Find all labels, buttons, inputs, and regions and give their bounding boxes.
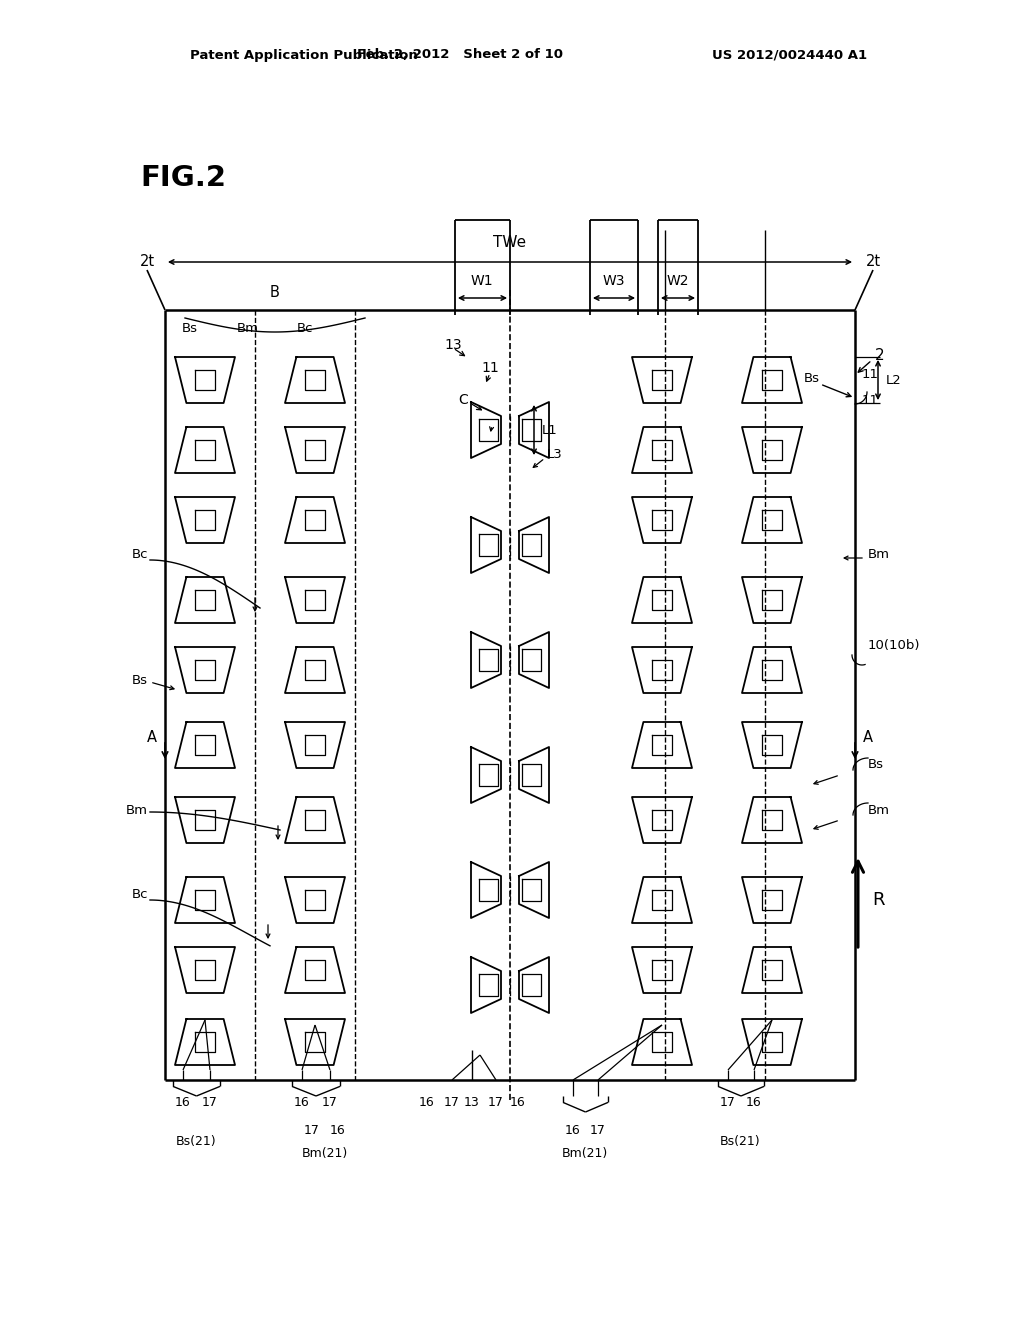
- Text: Bm(21): Bm(21): [302, 1147, 348, 1160]
- Text: Feb. 2, 2012   Sheet 2 of 10: Feb. 2, 2012 Sheet 2 of 10: [357, 49, 563, 62]
- Text: W1: W1: [471, 275, 494, 288]
- Text: Bs: Bs: [804, 371, 820, 384]
- Text: 2: 2: [874, 347, 885, 363]
- Text: 16: 16: [419, 1096, 435, 1109]
- Text: B: B: [270, 285, 280, 300]
- Text: W2: W2: [667, 275, 689, 288]
- Text: 16: 16: [175, 1096, 190, 1109]
- Text: 16: 16: [294, 1096, 310, 1109]
- Text: 17: 17: [590, 1123, 606, 1137]
- Text: Bm: Bm: [126, 804, 148, 817]
- Text: 17: 17: [202, 1096, 218, 1109]
- Text: Bs(21): Bs(21): [720, 1135, 760, 1148]
- Text: Bm: Bm: [868, 804, 890, 817]
- Text: Bs: Bs: [182, 322, 198, 334]
- Text: 13: 13: [444, 338, 462, 352]
- Text: 13: 13: [464, 1096, 480, 1109]
- Text: 17: 17: [323, 1096, 338, 1109]
- Text: A: A: [863, 730, 873, 746]
- Text: 16: 16: [565, 1123, 581, 1137]
- Text: TWe: TWe: [494, 235, 526, 249]
- Text: Bs(21): Bs(21): [176, 1135, 216, 1148]
- Text: L1: L1: [542, 424, 558, 437]
- Text: L3: L3: [547, 449, 563, 462]
- Text: 11: 11: [481, 360, 499, 375]
- Text: Bc: Bc: [297, 322, 313, 334]
- Text: 17: 17: [488, 1096, 504, 1109]
- Text: W3: W3: [603, 275, 626, 288]
- Text: A: A: [147, 730, 157, 746]
- Text: C: C: [458, 393, 468, 407]
- Text: 17: 17: [720, 1096, 736, 1109]
- Text: 17: 17: [304, 1123, 319, 1137]
- Text: Bs: Bs: [132, 673, 148, 686]
- Text: 2t: 2t: [865, 255, 881, 269]
- Text: 16: 16: [330, 1123, 346, 1137]
- Text: Bc: Bc: [131, 888, 148, 902]
- Text: 11: 11: [862, 393, 879, 407]
- Text: R: R: [872, 891, 885, 909]
- Text: Patent Application Publication: Patent Application Publication: [190, 49, 418, 62]
- Text: Bm(21): Bm(21): [562, 1147, 608, 1160]
- Text: L2: L2: [886, 374, 902, 387]
- Text: Bm: Bm: [868, 549, 890, 561]
- Text: Bc: Bc: [131, 549, 148, 561]
- Text: 11: 11: [862, 368, 879, 381]
- Text: 17: 17: [444, 1096, 460, 1109]
- Text: Bm: Bm: [237, 322, 259, 334]
- Text: 2t: 2t: [139, 255, 155, 269]
- Text: 10(10b): 10(10b): [868, 639, 921, 652]
- Text: FIG.2: FIG.2: [140, 164, 226, 191]
- Text: 16: 16: [746, 1096, 762, 1109]
- Text: 16: 16: [510, 1096, 526, 1109]
- Text: US 2012/0024440 A1: US 2012/0024440 A1: [713, 49, 867, 62]
- Text: Bs: Bs: [868, 759, 884, 771]
